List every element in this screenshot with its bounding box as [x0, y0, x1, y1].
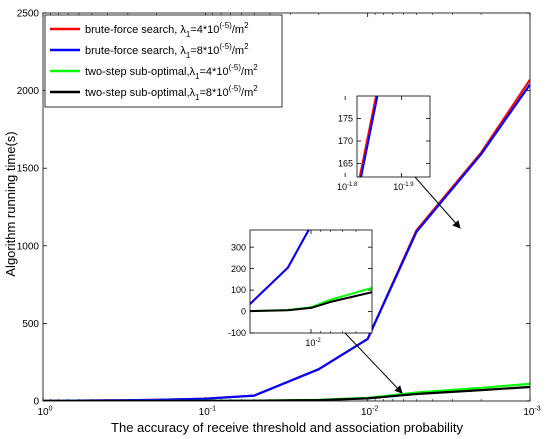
x-tick-label: 10-2	[361, 406, 378, 419]
y-tick-label: 1000	[17, 241, 40, 252]
legend-entry-3: two-step sub-optimal,λ1=4*10(-5)/m2	[85, 63, 258, 81]
y-tick-label: 500	[22, 319, 39, 330]
series-line-4	[43, 385, 530, 401]
plot-frame	[356, 95, 431, 178]
legend-entry-2: brute-force search, λ1=8*10(-5)/m2	[85, 42, 249, 60]
plot-frame	[249, 229, 373, 334]
y-tick-label: 0	[241, 307, 246, 317]
x-axis-label: The accuracy of receive threshold and as…	[111, 420, 463, 435]
series-group	[358, 96, 379, 177]
x-tick-label: 10-3	[523, 406, 540, 419]
plot-background	[250, 230, 372, 333]
y-tick-label: 165	[338, 159, 353, 169]
y-tick-label: 2500	[17, 9, 40, 20]
series-line-2	[250, 230, 310, 306]
legend-box	[44, 14, 283, 108]
y-tick-label: 175	[338, 114, 353, 124]
y-tick-label: 100	[231, 285, 246, 295]
x-tick-label: 10-1	[199, 406, 216, 419]
series-line-2	[360, 96, 379, 177]
x-tick-label: 10-1.8	[337, 182, 358, 192]
inset-arrow-lower	[344, 332, 403, 394]
y-tick-label: 170	[338, 136, 353, 146]
y-tick-label: 1500	[17, 164, 40, 175]
series-group	[250, 230, 372, 313]
y-tick-label: 300	[231, 242, 246, 252]
y-axis-label: Algorithm running time(s)	[3, 131, 18, 276]
y-tick-label: 2000	[17, 86, 40, 97]
x-tick-label: 100	[37, 406, 52, 419]
inset-arrow-upper	[414, 176, 461, 229]
legend-entry-1: brute-force search, λ1=4*10(-5)/m2	[85, 21, 249, 39]
x-tick-label: 10-2	[305, 338, 321, 348]
y-tick-label: 0	[33, 397, 39, 408]
series-line-1	[358, 96, 378, 177]
series-line-4	[250, 291, 372, 313]
plot-frame	[42, 12, 531, 402]
y-tick-label: 200	[231, 264, 246, 274]
series-group	[43, 79, 530, 401]
legend-entry-4: two-step sub-optimal,λ1=8*10(-5)/m2	[85, 84, 258, 102]
y-tick-label: -100	[228, 328, 246, 338]
x-tick-label: 10-1.9	[393, 182, 414, 192]
